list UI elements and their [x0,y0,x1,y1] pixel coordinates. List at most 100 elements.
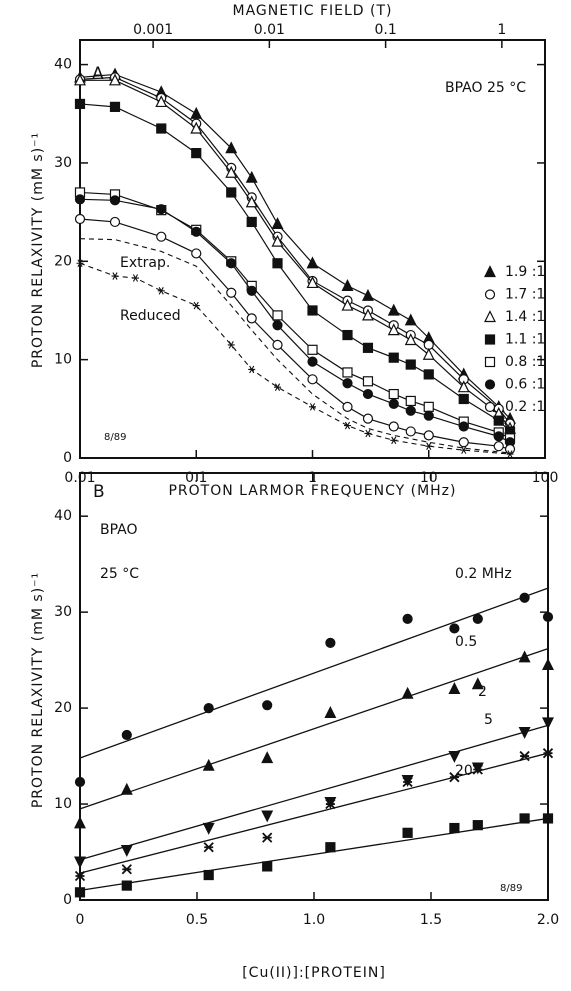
marker [190,106,203,119]
annotation: A [92,64,104,84]
legend-label: 1.9 :1 [505,264,545,280]
marker [484,334,496,345]
series-line [79,103,511,432]
marker [261,810,274,823]
marker [74,856,86,869]
marker [519,813,530,824]
marker [449,772,460,783]
series-label: 5 [484,712,493,728]
marker [156,231,167,242]
marker [361,308,374,321]
marker [364,429,372,438]
marker [405,395,416,407]
series-line [79,218,511,450]
marker [460,446,468,454]
marker [387,323,400,336]
x2-tick-label: 0.1 [374,22,396,38]
dashed-line [79,238,511,454]
annotation: BPAO [100,522,138,538]
annotation: 8/89 [104,432,126,443]
marker [227,341,235,349]
marker [341,279,354,291]
marker [448,750,461,763]
x-tick-label: 0 [76,912,85,928]
marker [518,726,531,739]
marker [423,369,434,380]
marker [307,356,318,367]
marker [246,313,257,324]
marker [493,431,504,442]
marker [121,729,132,741]
x2-tick-label: 1 [497,22,506,38]
marker [131,274,139,282]
marker [121,864,132,875]
series-line [79,73,511,420]
marker [342,378,353,389]
marker [324,797,337,809]
marker [156,204,167,215]
marker [225,141,238,154]
marker [484,379,496,390]
marker [362,413,374,424]
marker [401,774,414,787]
marker [246,216,257,228]
dashed-line [79,262,511,455]
marker [325,798,336,810]
marker [324,706,337,718]
marker [74,73,86,86]
marker [472,820,483,831]
marker [458,421,469,432]
marker [203,842,214,853]
marker [518,650,531,663]
legend-label: 0.8 :1 [505,354,545,370]
marker [402,776,413,788]
marker [109,73,121,86]
marker [448,682,461,694]
annotation: 8/89 [500,883,522,894]
marker [309,403,316,411]
series-label: 0.5 [455,634,477,650]
annotation: BPAO 25 °C [445,80,526,96]
marker [458,393,469,405]
fit-line [79,587,549,759]
y-tick-label: 20 [54,253,72,269]
marker [423,430,434,441]
marker [484,310,496,323]
marker [120,845,133,857]
marker [157,287,165,295]
legend-label: 1.4 :1 [505,309,545,325]
marker [74,887,86,898]
marker [191,226,202,237]
fit-line [79,817,549,892]
y-tick-label: 10 [54,352,72,368]
marker [493,415,504,426]
marker [202,758,215,771]
marker [362,342,374,353]
marker [192,301,200,310]
fit-line [79,647,549,810]
x-tick-label: 2.0 [537,912,559,928]
y-axis-label: PROTON RELAXIVITY (mM s)⁻¹ [30,132,46,368]
x2-axis-label: MAGNETIC FIELD (T) [232,3,392,19]
marker [325,637,336,648]
marker [262,700,273,711]
marker [341,298,354,311]
marker [74,816,86,829]
y-tick-label: 10 [54,796,72,812]
marker [422,347,435,360]
marker [519,750,530,762]
marker [306,256,319,269]
marker [342,367,353,378]
legend-label: 0.2 :1 [505,399,545,415]
marker [387,303,400,316]
marker [226,287,237,298]
marker [542,658,554,671]
legend-label: 1.1 :1 [505,332,545,348]
marker [74,776,86,788]
marker [504,444,516,455]
marker [405,405,416,416]
marker [519,592,530,603]
legend-label: 0.6 :1 [505,377,545,393]
